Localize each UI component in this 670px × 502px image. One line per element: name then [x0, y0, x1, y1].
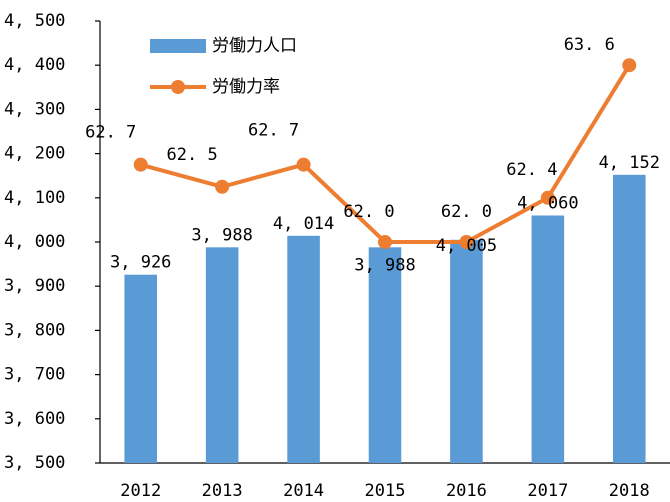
- line-value-label: 62. 0: [441, 202, 492, 222]
- line-point: [133, 157, 148, 172]
- y-tick-label: 3, 800: [4, 320, 65, 340]
- line-value-label: 62. 7: [248, 121, 299, 141]
- bar: [450, 239, 483, 463]
- line-point: [622, 58, 637, 73]
- bar-value-label: 3, 988: [354, 255, 415, 275]
- legend-label: 労働力人口: [212, 36, 297, 56]
- bar-value-label: 4, 014: [273, 214, 334, 234]
- line-value-label: 62. 7: [85, 123, 136, 143]
- bar: [531, 215, 565, 463]
- bar: [205, 247, 239, 463]
- bar: [613, 174, 646, 464]
- line-point: [540, 190, 555, 205]
- bar-value-label: 3, 988: [191, 225, 252, 245]
- y-tick-label: 3, 500: [4, 453, 65, 473]
- y-tick-label: 4, 000: [4, 232, 65, 252]
- bar-value-label: 4, 060: [517, 193, 578, 213]
- y-tick-label: 4, 100: [4, 188, 65, 208]
- line-value-label: 62. 0: [343, 202, 394, 222]
- legend-label: 労働力率: [212, 77, 280, 97]
- line-point: [378, 235, 392, 249]
- x-tick-label: 2017: [527, 481, 568, 501]
- legend-swatch: [171, 80, 185, 94]
- y-tick-label: 4, 300: [4, 99, 65, 119]
- line-value-label: 62. 5: [167, 145, 218, 165]
- y-tick-label: 3, 700: [4, 365, 65, 385]
- line-point: [215, 179, 230, 194]
- x-tick-label: 2014: [283, 481, 324, 501]
- legend-swatch: [150, 39, 206, 53]
- bar-value-label: 3, 926: [110, 253, 171, 273]
- bar-value-label: 4, 005: [436, 236, 497, 256]
- y-tick-label: 4, 500: [4, 11, 65, 31]
- line-value-label: 62. 4: [506, 160, 557, 180]
- bar: [124, 274, 157, 463]
- y-tick-label: 3, 900: [4, 276, 65, 296]
- x-tick-label: 2016: [446, 481, 487, 501]
- bar-value-label: 4, 152: [599, 153, 660, 173]
- y-tick-label: 4, 400: [4, 55, 65, 75]
- x-tick-label: 2018: [609, 481, 650, 501]
- x-tick-label: 2012: [120, 481, 161, 501]
- x-tick-label: 2013: [202, 481, 243, 501]
- bar: [287, 235, 320, 463]
- line-value-label: 63. 6: [564, 35, 615, 55]
- bar: [368, 247, 402, 463]
- y-tick-label: 4, 200: [4, 144, 65, 164]
- line-point: [296, 157, 311, 172]
- line-point: [459, 235, 474, 249]
- x-tick-label: 2015: [365, 481, 406, 501]
- y-tick-label: 3, 600: [4, 409, 65, 429]
